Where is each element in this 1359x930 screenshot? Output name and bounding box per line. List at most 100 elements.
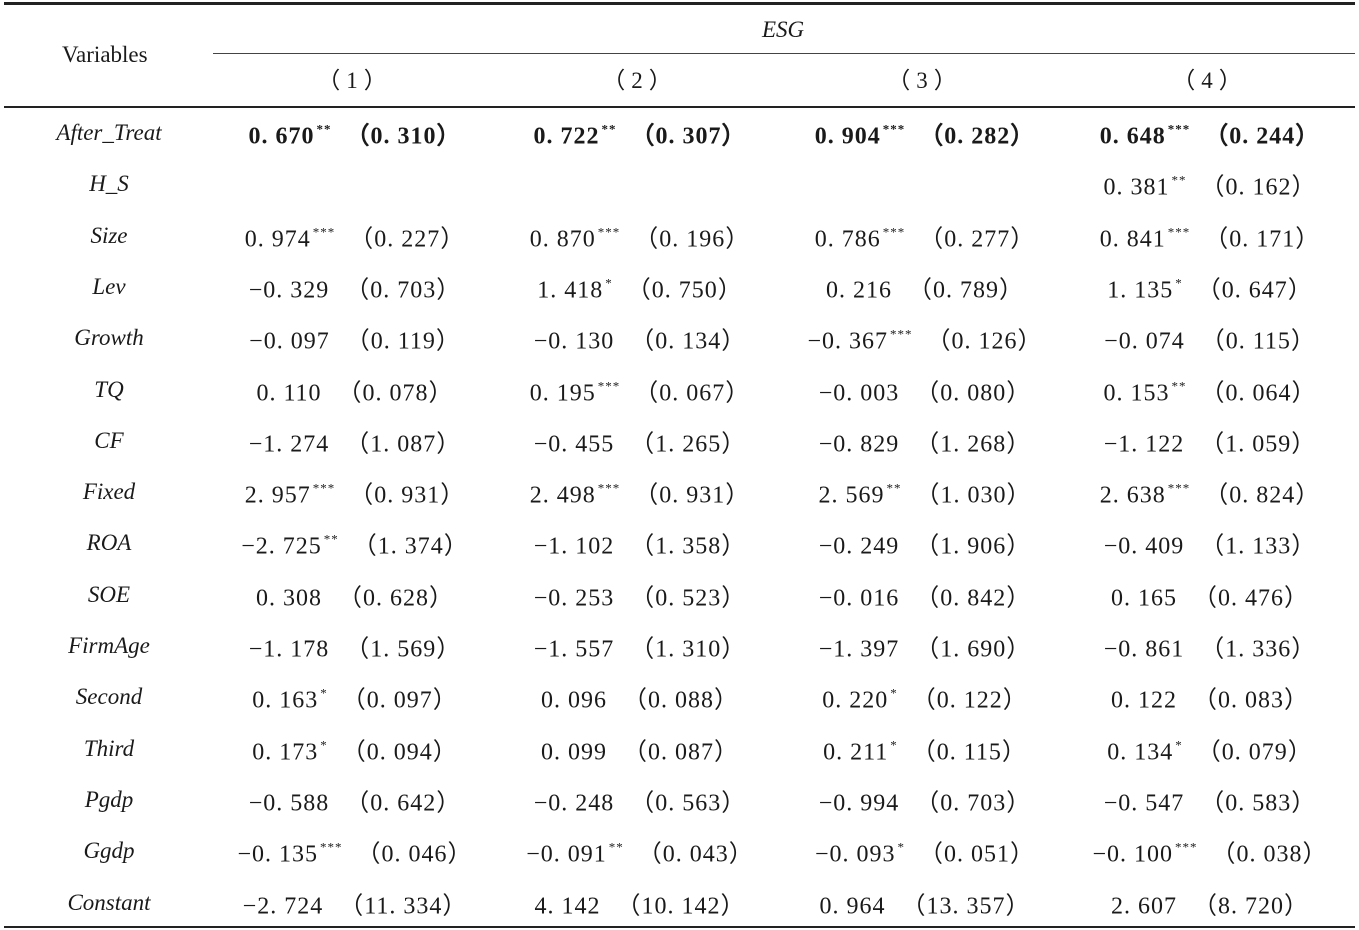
header-rule xyxy=(4,106,1355,108)
coefficient: 0. 211 xyxy=(823,739,889,766)
table-cell: 4. 142 （10. 142） xyxy=(535,884,746,921)
significance-stars: *** xyxy=(1167,224,1191,240)
standard-error: （0. 115） xyxy=(1200,328,1316,355)
table-cell: −0. 003 （0. 080） xyxy=(819,371,1032,408)
table-cell: −0. 248 （0. 563） xyxy=(534,781,747,818)
standard-error: （1. 569） xyxy=(345,636,462,663)
coefficient: 2. 607 xyxy=(1111,893,1177,919)
standard-error: （0. 046） xyxy=(356,841,473,868)
coefficient: −0. 100 xyxy=(1092,841,1174,868)
coefficient: 0. 220 xyxy=(822,687,889,714)
coefficient: −0. 016 xyxy=(818,585,900,612)
coefficient: −1. 557 xyxy=(533,636,615,663)
standard-error: （0. 080） xyxy=(915,380,1032,406)
coefficient: 0. 153 xyxy=(1103,380,1170,406)
coefficient: −1. 274 xyxy=(248,431,330,458)
significance-stars: *** xyxy=(312,224,336,240)
table-cell: −1. 557 （1. 310） xyxy=(534,628,747,665)
table-cell: −0. 100 *** （0. 038） xyxy=(1092,833,1327,870)
significance-stars: *** xyxy=(1167,480,1191,496)
table-cell: 0. 216 （0. 789） xyxy=(826,268,1024,305)
coefficient: −0. 329 xyxy=(248,277,330,304)
standard-error: （0. 310） xyxy=(345,123,462,150)
coefficient: −0. 367 xyxy=(807,328,889,355)
table-cell: −0. 130 （0. 134） xyxy=(534,320,747,357)
standard-error: （1. 336） xyxy=(1200,636,1317,663)
table-cell: 0. 220 * （0. 122） xyxy=(822,679,1028,716)
standard-error: （0. 078） xyxy=(337,380,454,406)
table-cell: 0. 110 （0. 078） xyxy=(256,371,453,408)
standard-error: （1. 087） xyxy=(345,431,462,458)
significance-stars: ** xyxy=(601,121,617,137)
significance-stars: * xyxy=(890,685,898,701)
standard-error: （0. 307） xyxy=(630,123,747,150)
standard-error: （13. 357） xyxy=(901,893,1031,919)
coefficient: 0. 870 xyxy=(529,226,596,253)
standard-error: （0. 583） xyxy=(1200,790,1317,817)
coefficient: −2. 724 xyxy=(242,893,324,919)
row-label: Size xyxy=(90,222,128,248)
standard-error: （1. 030） xyxy=(915,482,1032,509)
table-cell: −0. 455 （1. 265） xyxy=(534,422,747,459)
standard-error: （0. 088） xyxy=(623,687,739,714)
significance-stars: *** xyxy=(320,839,343,855)
row-label: SOE xyxy=(87,581,131,607)
table-cell: −0. 016 （0. 842） xyxy=(819,576,1032,613)
coefficient: 0. 381 xyxy=(1103,174,1170,201)
table-cell: 0. 096 （0. 088） xyxy=(541,679,739,716)
table-cell: 2. 957 *** （0. 931） xyxy=(245,474,466,511)
significance-stars: *** xyxy=(882,121,906,137)
row-label: TQ xyxy=(94,376,124,402)
row-label: ROA xyxy=(86,530,132,556)
standard-error: （0. 647） xyxy=(1196,277,1313,304)
significance-stars: * xyxy=(890,737,898,753)
variables-header: Variables xyxy=(62,42,148,67)
significance-stars: *** xyxy=(597,378,621,393)
coefficient: 4. 142 xyxy=(534,893,601,919)
significance-stars: ** xyxy=(323,531,339,547)
row-label: Ggdp xyxy=(83,838,135,864)
standard-error: （0. 134） xyxy=(630,328,747,355)
standard-error: （1. 374） xyxy=(352,533,469,560)
significance-stars: ** xyxy=(316,121,332,137)
coefficient: 0. 216 xyxy=(826,277,892,304)
table-cell: 2. 498 *** （0. 931） xyxy=(530,474,751,511)
table-cell: −0. 367 *** （0. 126） xyxy=(807,320,1042,357)
row-label: Third xyxy=(83,735,135,761)
coefficient: 0. 974 xyxy=(244,226,311,253)
coefficient: −1. 397 xyxy=(818,636,900,663)
row-label: Lev xyxy=(92,273,126,299)
standard-error: （10. 142） xyxy=(616,893,746,919)
coefficient: 2. 498 xyxy=(529,482,596,509)
row-label: Constant xyxy=(67,889,151,915)
coefficient: −0. 097 xyxy=(249,328,330,355)
column-header-3: （3） xyxy=(887,68,963,93)
table-cell: 0. 841 *** （0. 171） xyxy=(1100,217,1321,254)
table-cell: 0. 134 * （0. 079） xyxy=(1107,730,1313,767)
table-cell: −2. 725 ** （1. 374） xyxy=(241,525,469,562)
table-cell: −0. 588 （0. 642） xyxy=(249,781,462,818)
table-cell: 0. 786 *** （0. 277） xyxy=(815,217,1036,254)
standard-error: （0. 122） xyxy=(911,687,1028,714)
significance-stars: * xyxy=(320,737,328,753)
coefficient: −0. 093 xyxy=(814,841,896,868)
standard-error: （0. 162） xyxy=(1200,174,1317,201)
coefficient: −0. 455 xyxy=(533,431,615,458)
coefficient: −0. 091 xyxy=(526,841,607,868)
standard-error: （1. 906） xyxy=(915,533,1032,560)
table-cell: 0. 964 （13. 357） xyxy=(820,884,1031,921)
table-cell: 0. 648 *** （0. 244） xyxy=(1100,115,1321,152)
standard-error: （0. 282） xyxy=(919,123,1036,150)
standard-error: （0. 038） xyxy=(1211,841,1328,868)
row-label: FirmAge xyxy=(68,633,150,658)
table-cell: −0. 074 （0. 115） xyxy=(1104,320,1316,357)
coefficient: −0. 003 xyxy=(818,380,900,406)
standard-error: （1. 059） xyxy=(1200,431,1317,458)
table-cell: −0. 829 （1. 268） xyxy=(819,422,1032,459)
standard-error: （0. 842） xyxy=(915,585,1032,612)
coefficient: 0. 904 xyxy=(814,123,881,150)
table-cell: −0. 097 （0. 119） xyxy=(249,320,461,357)
coefficient: 2. 957 xyxy=(244,482,311,509)
coefficient: 0. 195 xyxy=(529,380,596,406)
table-cell: 1. 418 * （0. 750） xyxy=(537,268,743,305)
